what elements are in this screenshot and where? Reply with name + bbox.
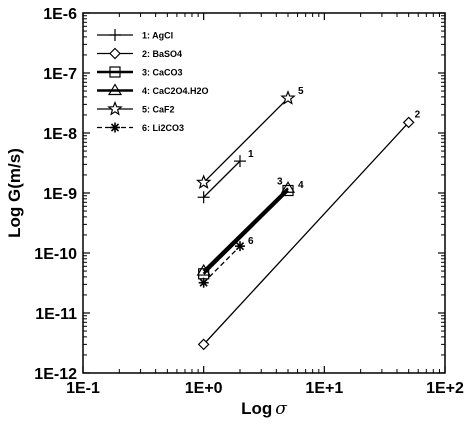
x-tick-label: 1E+1 [305,380,343,397]
series-annotation-2: 2 [415,109,421,120]
series-annotation-3: 3 [277,177,283,188]
legend-marker-1 [109,29,121,41]
y-tick-label: 1E-8 [43,126,77,143]
y-tick-label: 1E-12 [34,366,77,383]
data-point-4 [280,181,296,193]
legend-label-3: 3: CaCO3 [142,68,183,78]
series-annotation-1: 1 [248,149,254,160]
data-point-6 [234,241,245,252]
data-point-5 [195,174,212,190]
data-point-2 [402,116,415,129]
series-line-6 [203,245,241,284]
legend-marker-4 [107,83,123,96]
legend-label-4: 4: CaC2O4.H2O [142,86,209,96]
ticks-layer: 1E-1 1E+0 1E+1 1E+2 1E-12 1E-11 1E-10 1E-9 1E-8 1… [34,6,464,397]
data-point-2 [197,338,210,351]
y-tick-label: 1E-7 [43,66,77,83]
y-tick-label: 1E-9 [43,186,77,203]
series-line-2 [203,121,410,345]
legend-marker-6 [110,122,120,133]
series-layer: 1 2 3 4 5 6 [195,86,421,351]
data-point-1 [233,155,246,168]
series-line-1 [203,160,241,198]
x-tick-label: 1E+2 [426,380,464,397]
y-tick-label: 1E-6 [43,6,77,23]
series-line-4 [202,187,289,272]
legend-marker-5 [107,100,123,116]
series-line-3 [202,189,289,275]
x-axis-title-prefix: Log [241,399,272,418]
legend: 1: AgCl 2: BaSO4 3: CaCO3 4: CaC2O4.H2O 5: C… [97,29,209,133]
plot-frame [82,12,446,374]
data-point-6 [198,277,209,288]
y-tick-label: 1E-10 [34,246,77,263]
legend-marker-2 [109,47,121,60]
data-point-5 [280,90,296,105]
y-tick-label: 1E-11 [35,306,77,323]
x-tick-label: 1E-1 [66,380,100,397]
data-point-4 [196,263,211,276]
series-line-5 [203,97,289,183]
legend-label-5: 5: CaF2 [142,105,175,115]
x-tick-label: 1E+0 [185,380,223,397]
series-annotation-4: 4 [298,180,304,191]
x-axis-title: Log σ [241,399,287,419]
legend-label-6: 6: Li2CO3 [142,123,184,133]
legend-label-2: 2: BaSO4 [142,49,182,59]
data-point-1 [197,191,210,204]
legend-marker-3 [109,66,121,78]
x-axis-title-symbol: σ [275,399,287,419]
series-annotation-6: 6 [248,236,254,247]
y-axis-title: Log G(m/s) [5,148,24,238]
legend-label-1: 1: AgCl [142,31,173,41]
series-annotation-5: 5 [298,86,304,97]
